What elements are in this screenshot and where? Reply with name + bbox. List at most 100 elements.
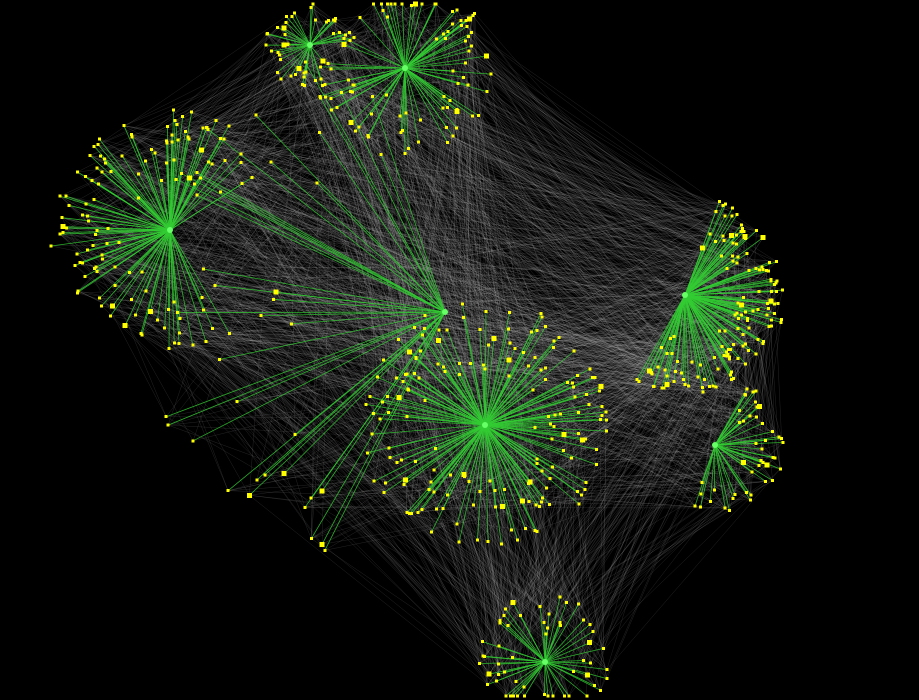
graph-node[interactable] [467, 480, 471, 484]
graph-node[interactable] [523, 694, 527, 698]
graph-node[interactable] [335, 105, 339, 109]
graph-node[interactable] [580, 437, 586, 443]
graph-node[interactable] [726, 352, 730, 356]
graph-node[interactable] [582, 618, 586, 622]
graph-node[interactable] [728, 348, 732, 352]
graph-node[interactable] [535, 530, 539, 534]
graph-node[interactable] [681, 377, 685, 381]
graph-node[interactable] [323, 95, 327, 99]
graph-node[interactable] [471, 13, 475, 17]
graph-node[interactable] [320, 58, 326, 64]
graph-node[interactable] [538, 504, 541, 508]
graph-node[interactable] [713, 356, 716, 359]
graph-node[interactable] [84, 175, 88, 179]
graph-node[interactable] [746, 319, 750, 322]
graph-node[interactable] [557, 335, 561, 339]
graph-node[interactable] [776, 301, 780, 305]
graph-node[interactable] [757, 268, 761, 272]
graph-node[interactable] [735, 261, 739, 265]
graph-node[interactable] [201, 267, 205, 271]
graph-node[interactable] [67, 203, 71, 207]
graph-node[interactable] [352, 36, 356, 39]
graph-node[interactable] [759, 458, 763, 462]
graph-node[interactable] [597, 389, 601, 393]
graph-node[interactable] [587, 403, 591, 407]
graph-node[interactable] [741, 332, 745, 336]
graph-node[interactable] [727, 509, 731, 513]
graph-node[interactable] [761, 267, 765, 271]
graph-node[interactable] [527, 479, 533, 485]
graph-node[interactable] [400, 2, 404, 6]
graph-node[interactable] [760, 447, 764, 451]
graph-node[interactable] [582, 659, 586, 662]
graph-node[interactable] [173, 119, 177, 123]
graph-node[interactable] [227, 124, 231, 128]
graph-node[interactable] [576, 490, 580, 494]
graph-node[interactable] [420, 333, 424, 337]
graph-node[interactable] [254, 113, 258, 117]
graph-node[interactable] [357, 125, 361, 129]
graph-node[interactable] [436, 337, 441, 343]
graph-node[interactable] [540, 500, 543, 504]
graph-node[interactable] [205, 126, 209, 130]
graph-node[interactable] [61, 231, 65, 234]
graph-node[interactable] [293, 433, 297, 436]
graph-node[interactable] [342, 36, 346, 40]
graph-node[interactable] [144, 289, 148, 293]
graph-node[interactable] [721, 204, 725, 208]
graph-node[interactable] [728, 233, 734, 239]
graph-node[interactable] [585, 694, 589, 698]
graph-node[interactable] [544, 632, 548, 636]
graph-node[interactable] [341, 42, 347, 47]
graph-node[interactable] [368, 395, 372, 399]
graph-node[interactable] [754, 389, 758, 393]
graph-node[interactable] [519, 613, 523, 617]
graph-node[interactable] [529, 330, 533, 334]
graph-node[interactable] [635, 377, 639, 381]
graph-node[interactable] [319, 65, 323, 69]
graph-node[interactable] [740, 227, 744, 231]
graph-node[interactable] [467, 35, 471, 39]
graph-node[interactable] [665, 374, 669, 378]
graph-node[interactable] [584, 481, 588, 485]
graph-node[interactable] [773, 456, 777, 460]
graph-node[interactable] [139, 332, 143, 336]
graph-node[interactable] [729, 370, 733, 374]
graph-node[interactable] [467, 16, 473, 22]
graph-node[interactable] [404, 111, 408, 115]
graph-node[interactable] [774, 281, 778, 285]
graph-node[interactable] [781, 441, 785, 444]
graph-node[interactable] [567, 694, 571, 698]
graph-node[interactable] [170, 133, 174, 137]
graph-node[interactable] [405, 372, 409, 376]
graph-node[interactable] [598, 384, 604, 390]
graph-node[interactable] [739, 230, 743, 233]
graph-node[interactable] [504, 694, 508, 698]
graph-node[interactable] [372, 2, 376, 6]
graph-node[interactable] [742, 229, 746, 233]
graph-node[interactable] [303, 505, 307, 509]
hub-node[interactable] [442, 309, 448, 315]
graph-node[interactable] [478, 328, 482, 332]
graph-node[interactable] [755, 415, 759, 419]
graph-node[interactable] [550, 437, 554, 441]
graph-node[interactable] [228, 332, 232, 336]
graph-node[interactable] [736, 357, 740, 361]
graph-node[interactable] [716, 367, 720, 371]
graph-node[interactable] [284, 14, 288, 18]
graph-node[interactable] [751, 390, 755, 394]
graph-node[interactable] [87, 219, 90, 223]
graph-node[interactable] [309, 6, 313, 10]
graph-node[interactable] [761, 421, 765, 425]
graph-node[interactable] [604, 410, 608, 414]
graph-node[interactable] [493, 505, 497, 509]
graph-node[interactable] [393, 2, 397, 6]
graph-node[interactable] [757, 404, 762, 409]
graph-node[interactable] [540, 469, 544, 473]
graph-node[interactable] [122, 124, 126, 128]
graph-node[interactable] [765, 313, 769, 317]
graph-node[interactable] [214, 119, 218, 123]
graph-node[interactable] [483, 367, 487, 371]
graph-node[interactable] [147, 308, 153, 314]
graph-node[interactable] [764, 269, 768, 272]
